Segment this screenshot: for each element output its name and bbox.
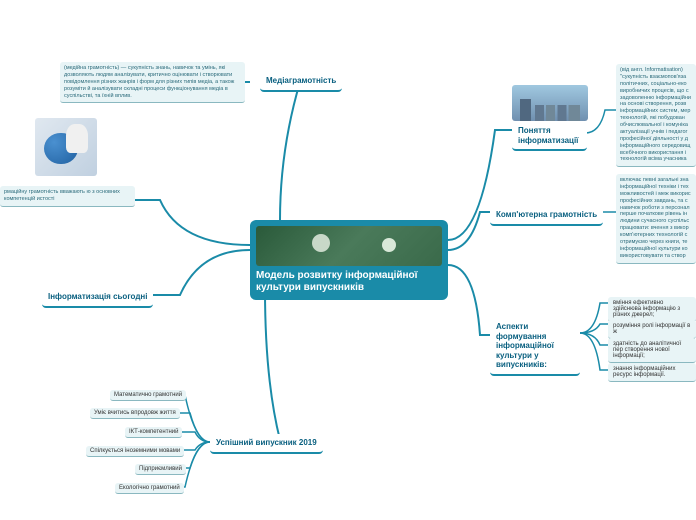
grad-item-4: Підприємливий: [135, 464, 186, 475]
branch-media[interactable]: Медіаграмотність: [260, 72, 342, 92]
branch-aspects[interactable]: Аспекти формування інформаційної культур…: [490, 318, 580, 376]
branch-graduate[interactable]: Успішний випускник 2019: [210, 434, 323, 454]
aspect-2: здатність до аналітичної пер створення н…: [608, 338, 696, 363]
grad-item-5: Екологічно грамотний: [115, 483, 184, 494]
aspect-0: вміння ефективно здійснюва інформацію з …: [608, 297, 696, 322]
concept-desc: (від англ. Informatisation) "сукупність …: [616, 64, 696, 167]
media-desc: (медійна грамотність) — сукупність знань…: [60, 62, 245, 103]
grad-item-2: ІКТ-компетентний: [125, 427, 182, 438]
branch-concept[interactable]: Поняття інформатизації: [512, 122, 587, 151]
complit-desc: включає певні загальні зна інформаційної…: [616, 174, 696, 264]
center-title: Модель розвитку інформаційної культури в…: [256, 270, 442, 294]
aspect-3: знання інформаційних ресурс інформації.: [608, 363, 696, 382]
grad-item-3: Спілкується іноземними мовами: [86, 446, 184, 457]
city-image: [512, 85, 588, 121]
center-image: [256, 226, 442, 266]
grad-item-1: Уміє вчитись впродовж життя: [90, 408, 180, 419]
grad-item-0: Математично грамотний: [110, 390, 186, 401]
info-literacy-desc: рмаційну грамотність вважають ю з основн…: [0, 186, 135, 207]
center-node[interactable]: Модель розвитку інформаційної культури в…: [250, 220, 448, 300]
aspect-1: розуміння ролі інформації в ж: [608, 320, 696, 339]
globe-image: [35, 118, 97, 176]
branch-complit[interactable]: Комп'ютерна грамотність: [490, 206, 603, 226]
branch-today[interactable]: Інформатизація сьогодні: [42, 288, 153, 308]
